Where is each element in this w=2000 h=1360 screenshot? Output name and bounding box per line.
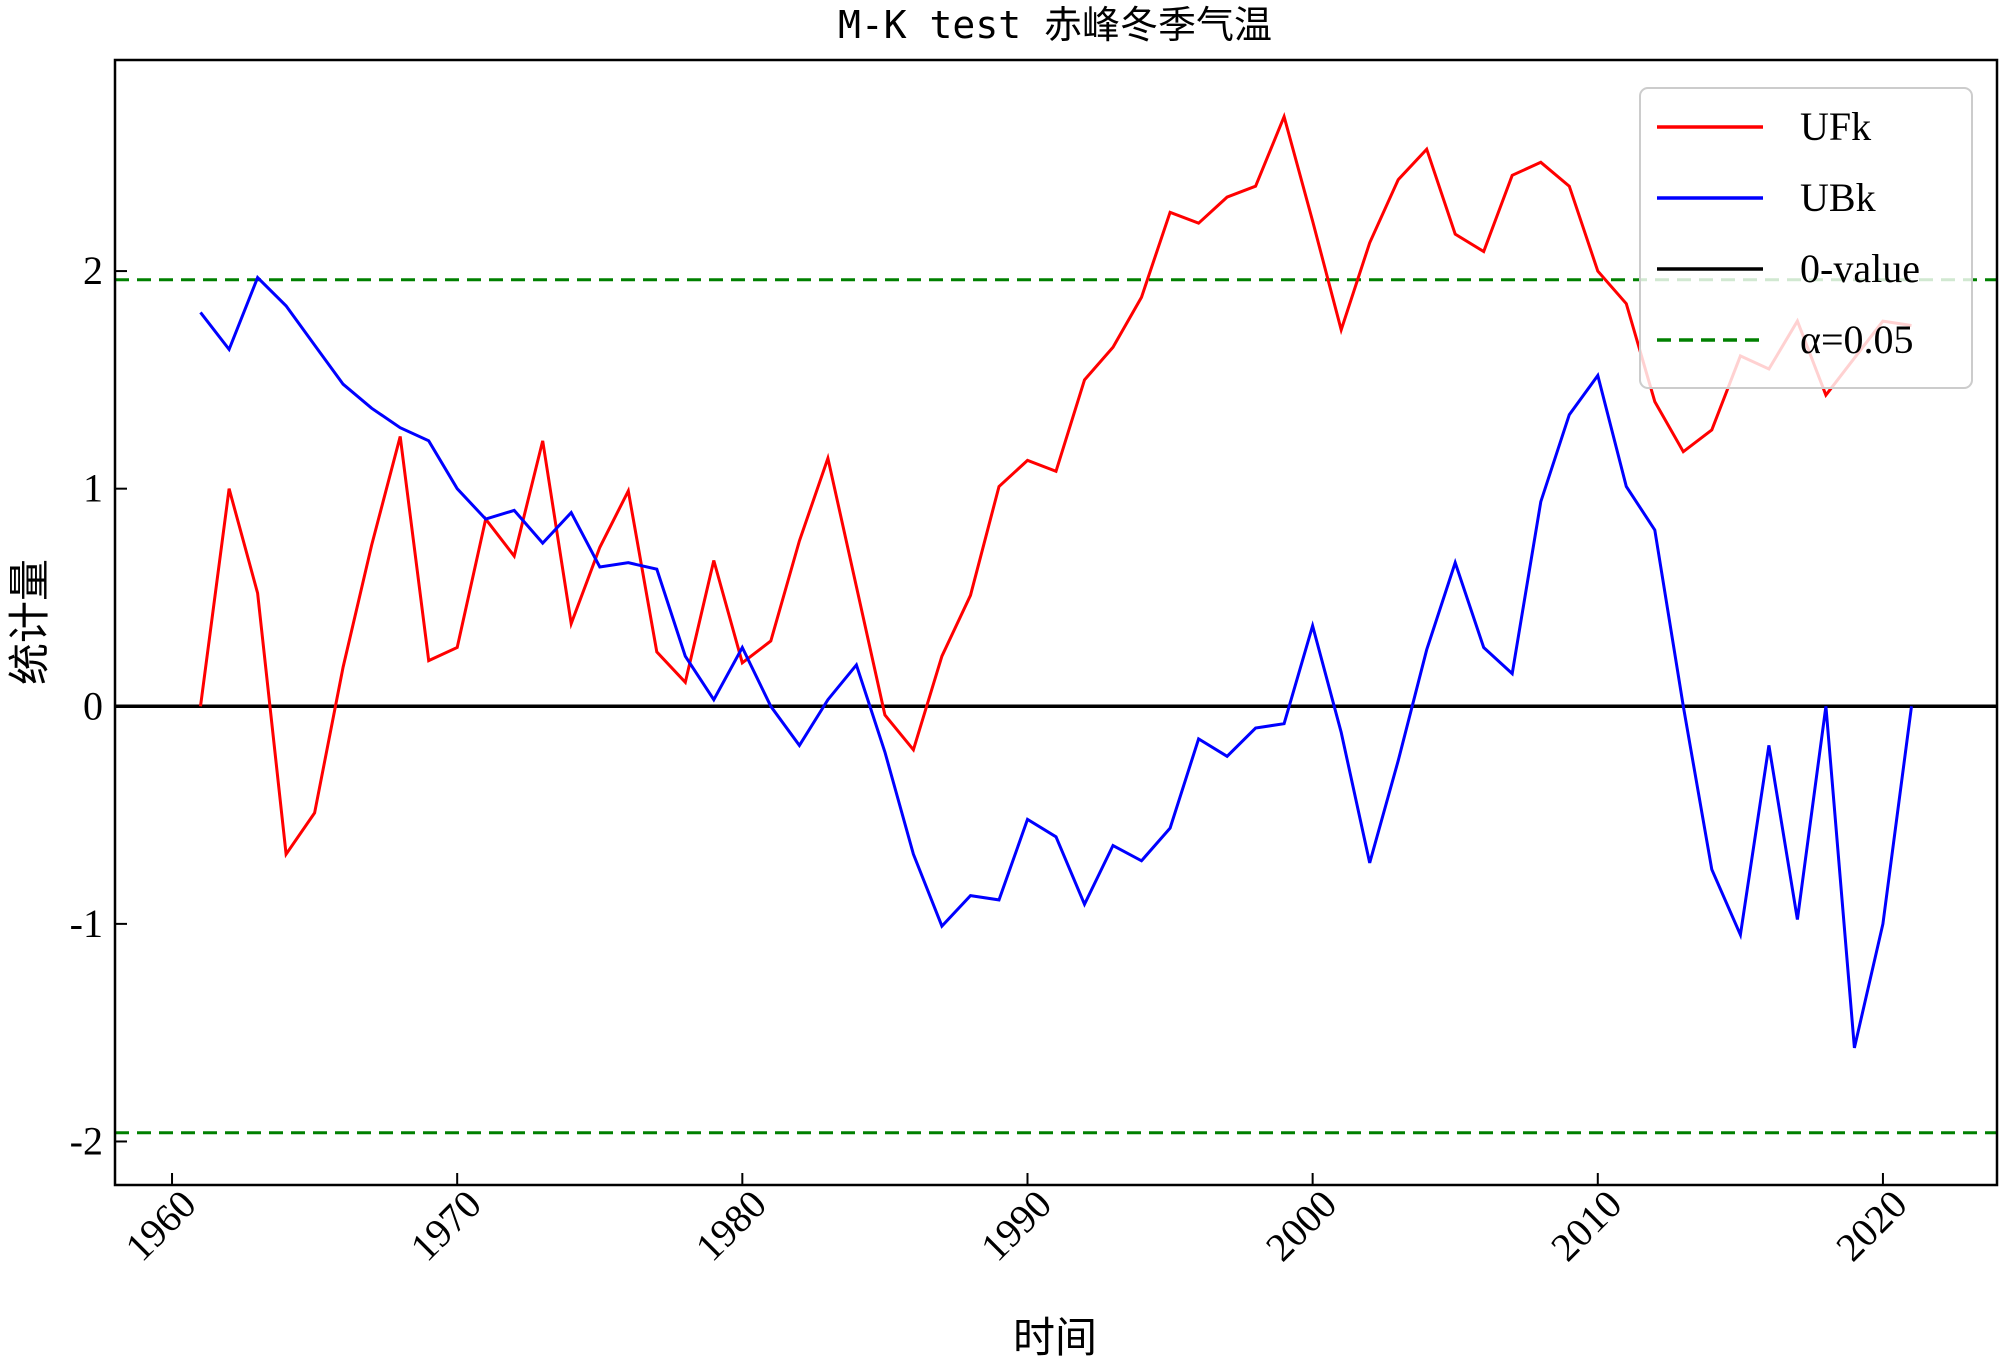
x-tick-label: 2020: [1827, 1181, 1915, 1269]
x-tick-label: 1960: [116, 1181, 204, 1269]
y-tick-label: -2: [70, 1118, 103, 1163]
x-tick-label: 1990: [972, 1181, 1060, 1269]
x-axis-label: 时间: [1013, 1313, 1097, 1360]
legend-box: [1639, 87, 1973, 389]
x-tick-label: 2000: [1257, 1181, 1345, 1269]
legend-label: α=0.05: [1800, 317, 1914, 362]
y-tick-label: -1: [70, 901, 103, 946]
y-axis-label: 统计量: [5, 559, 54, 685]
legend-label: UFk: [1800, 104, 1871, 149]
series-ubk-line: [199, 274, 1913, 1049]
x-tick-label: 1970: [401, 1181, 489, 1269]
legend: UFk UBk 0-value α=0.05: [1639, 87, 1973, 389]
axis-ticks: 1960 1970 1980 1990 2000 2010 2020 -2 -1 0 1 2: [70, 248, 1916, 1270]
y-tick-label: 1: [83, 466, 103, 511]
x-tick-label: 2010: [1542, 1181, 1630, 1269]
y-tick-label: 2: [83, 248, 103, 293]
plot-frame: [113, 58, 1999, 1187]
x-tick-label: 1980: [687, 1181, 775, 1269]
legend-label: 0-value: [1800, 246, 1920, 291]
legend-label: UBk: [1800, 175, 1876, 220]
plot-area: [115, 111, 1997, 1135]
y-tick-label: 0: [83, 683, 103, 728]
chart-title: M-K test 赤峰冬季气温: [838, 3, 1272, 47]
